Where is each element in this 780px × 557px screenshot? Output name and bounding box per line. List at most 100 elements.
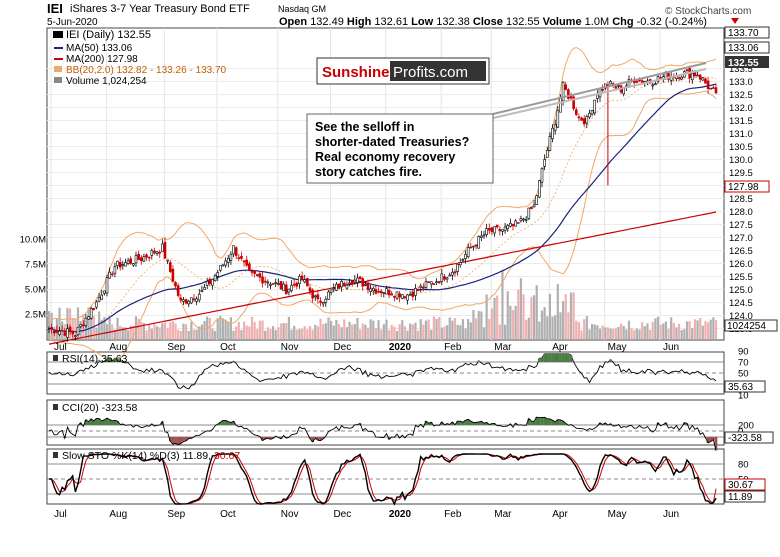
- volume-bar: [322, 324, 325, 339]
- volume-bar: [126, 330, 130, 339]
- candle-body: [395, 291, 399, 299]
- volume-bar: [501, 269, 504, 339]
- cci-panel-frame: [46, 399, 725, 446]
- exchange: Nasdaq GM: [278, 4, 326, 14]
- volume-bar: [353, 324, 356, 339]
- candle-body: [71, 330, 75, 335]
- volume-bar: [672, 323, 675, 339]
- volume-bar: [256, 328, 259, 339]
- volume-bar: [290, 329, 293, 339]
- price-legend-swatch: [53, 31, 63, 38]
- volume-bar: [551, 316, 554, 339]
- volume-bar: [345, 327, 349, 339]
- cci-tick-label: 200: [738, 421, 754, 432]
- volume-bar: [477, 310, 480, 339]
- candle-body: [654, 83, 657, 86]
- price-tick-label: 129.5: [729, 168, 753, 179]
- candle-body: [466, 247, 470, 257]
- candle-body: [126, 260, 130, 264]
- candle-body: [108, 271, 111, 279]
- tag-volume-box: [724, 319, 778, 332]
- price-tick-label: 130.5: [729, 142, 753, 153]
- candle-body: [369, 288, 372, 293]
- volume-bar: [398, 324, 401, 339]
- volume-bar: [266, 327, 269, 339]
- volume-bar: [245, 325, 248, 339]
- ma200-line: [48, 211, 717, 345]
- volume-bar: [298, 328, 301, 339]
- candle-body: [559, 97, 562, 113]
- x-tick-label-bottom: Apr: [552, 509, 568, 520]
- candle-body: [456, 264, 459, 272]
- candle-body: [266, 281, 270, 284]
- volume-tick-label: 7.5M: [25, 260, 46, 271]
- volume-bar: [675, 327, 678, 339]
- x-tick-label-bottom: Feb: [444, 509, 462, 520]
- candle-body: [269, 283, 272, 286]
- candle-body: [216, 272, 220, 277]
- rsi-label: RSI(14) 35.63: [62, 353, 128, 365]
- candle-body: [203, 287, 206, 290]
- volume-bar: [253, 322, 256, 339]
- sto-d-tag-box: [724, 478, 766, 491]
- candle-body: [229, 254, 233, 261]
- annotation-line-3: Real economy recovery: [315, 150, 455, 164]
- volume-bar: [71, 318, 74, 339]
- sto-k-tag: 11.89: [728, 492, 753, 503]
- volume-bar: [598, 328, 602, 339]
- high-label: High: [347, 16, 372, 28]
- volume-bar: [506, 291, 509, 339]
- price-tick-label: 126.5: [729, 246, 753, 257]
- candle-body: [197, 293, 201, 301]
- volume-bar: [324, 323, 327, 339]
- volume-bar: [140, 321, 143, 339]
- price-tick-label: 133.0: [729, 77, 753, 88]
- candle-body: [63, 332, 67, 336]
- candle-body: [129, 258, 133, 264]
- volume-bar: [68, 308, 72, 339]
- candle-body: [477, 236, 481, 249]
- close-label: Close: [473, 16, 503, 28]
- candle-body: [113, 266, 117, 274]
- x-tick-label-bottom: Aug: [109, 509, 127, 520]
- legend-price: IEI (Daily) 132.55: [66, 29, 151, 41]
- price-tick-label: 124.5: [729, 298, 753, 309]
- bb-swatch: [54, 66, 62, 72]
- x-tick-label-bottom: May: [608, 509, 627, 520]
- volume-bar: [250, 316, 254, 339]
- oscillator-lines: [47, 353, 724, 506]
- volume-bar: [208, 317, 211, 339]
- volume-bar: [387, 329, 391, 339]
- price-tick-label: 128.0: [729, 207, 753, 218]
- candle-body: [424, 281, 428, 288]
- volume-bar: [124, 327, 127, 339]
- rsi-tag: 35.63: [728, 382, 753, 393]
- price-tick-label: 131.0: [729, 129, 753, 140]
- volume-bar: [561, 301, 565, 339]
- candle-body: [567, 89, 570, 99]
- x-tick-label-bottom: Jul: [54, 509, 67, 520]
- candle-body: [364, 284, 367, 286]
- candle-body: [432, 283, 436, 285]
- chart-header: IEI iShares 3-7 Year Treasury Bond ETF N…: [47, 1, 751, 28]
- candle-body: [324, 298, 328, 303]
- volume-bar: [369, 319, 372, 339]
- candle-body: [696, 74, 699, 77]
- volume-bar: [235, 326, 238, 339]
- volume-bar: [248, 326, 251, 339]
- candle-body: [698, 74, 702, 80]
- candle-body: [406, 294, 409, 301]
- candle-body: [569, 95, 573, 99]
- candle-body: [219, 265, 222, 271]
- volume-bar: [596, 325, 599, 339]
- candle-body: [340, 280, 343, 288]
- x-tick-label-top: Jul: [54, 342, 67, 353]
- candle-body: [163, 241, 167, 259]
- candle-body: [76, 326, 80, 336]
- volume-bar: [614, 328, 617, 339]
- legend-volume: Volume 1,024,254: [66, 76, 147, 87]
- candle-body: [408, 293, 412, 296]
- volume-bar: [134, 316, 138, 339]
- candle-body: [487, 228, 491, 231]
- volume-bar: [456, 324, 459, 339]
